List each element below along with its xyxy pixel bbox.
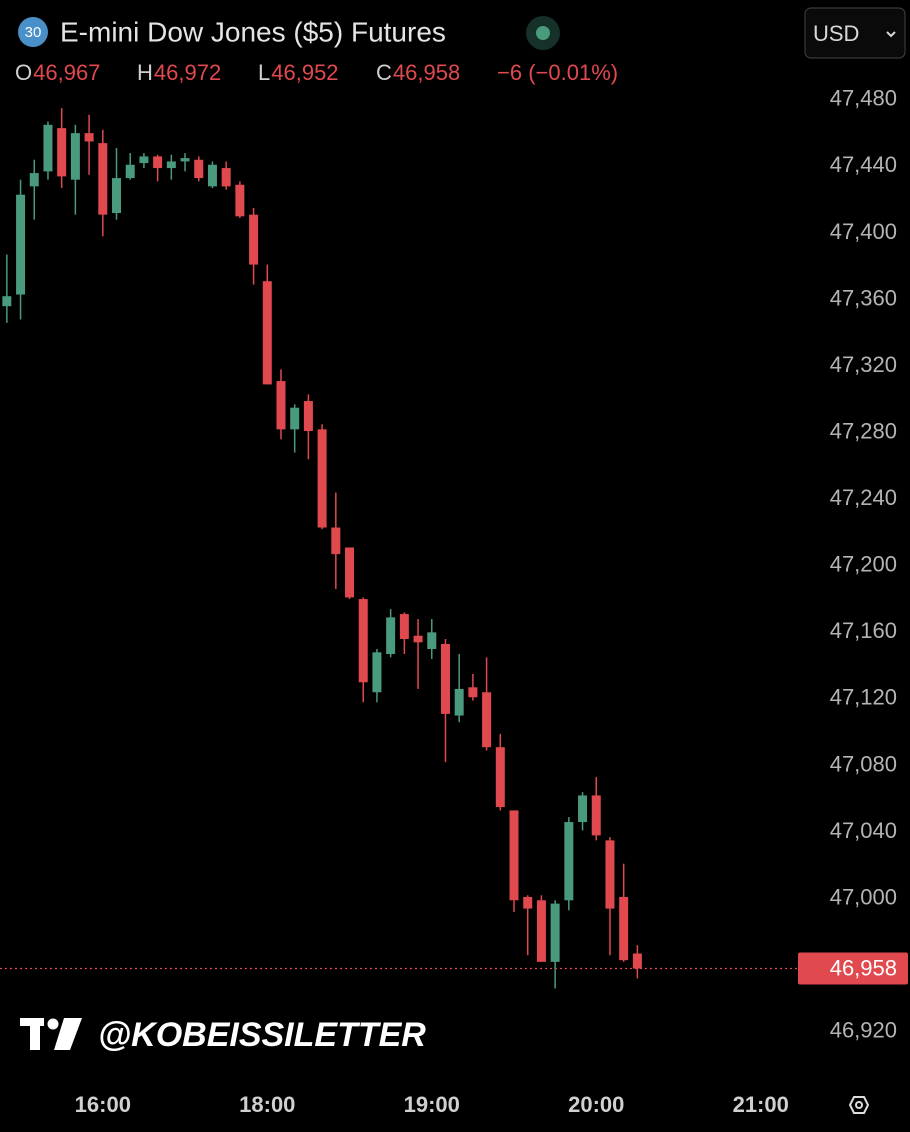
y-tick-label: 47,080: [830, 751, 897, 776]
candle-body: [372, 652, 382, 693]
ohlc-value: 46,952: [271, 60, 338, 85]
y-tick-label: 47,400: [830, 219, 897, 244]
ohlc-value: 46,958: [393, 60, 460, 85]
candle-body: [619, 896, 629, 961]
y-tick-label: 47,160: [830, 618, 897, 643]
candle-body: [605, 840, 615, 909]
ohlc-value: 46,972: [154, 60, 221, 85]
chart-title: E-mini Dow Jones ($5) Futures: [60, 16, 446, 47]
candle-body: [358, 599, 368, 683]
dropdown-chevron: [886, 31, 896, 38]
plot-area: [0, 108, 798, 989]
candle-body: [249, 214, 259, 265]
badge-text: 30: [25, 24, 42, 41]
candle-body: [207, 164, 217, 187]
candle-body: [632, 953, 642, 969]
candle-body: [262, 281, 272, 385]
candle-body: [112, 178, 122, 214]
candle-body: [2, 296, 12, 307]
candle-body: [509, 810, 519, 901]
candle-body: [221, 168, 231, 187]
candle-body: [303, 401, 313, 432]
candle-body: [57, 128, 67, 177]
candle-body: [345, 547, 355, 598]
candle-body: [235, 184, 245, 217]
candle-body: [495, 747, 505, 808]
y-tick-label: 47,240: [830, 485, 897, 510]
y-tick-label: 47,480: [830, 86, 897, 111]
y-tick-label: 47,120: [830, 685, 897, 710]
candle-body: [98, 143, 108, 215]
candle-body: [440, 644, 450, 714]
y-tick-label: 46,920: [830, 1018, 897, 1043]
candle-body: [29, 173, 39, 187]
watermark-text: @KOBEISSILETTER: [98, 1016, 426, 1054]
x-tick-label: 18:00: [239, 1092, 295, 1117]
candle-body: [386, 617, 396, 654]
settings-icon[interactable]: [848, 1096, 870, 1114]
candle-body: [331, 527, 341, 555]
candle-body: [194, 159, 204, 179]
candle-body: [399, 614, 409, 640]
candle-body: [276, 381, 286, 430]
candle-body: [153, 156, 163, 169]
x-tick-label: 19:00: [404, 1092, 460, 1117]
candle-body: [523, 896, 533, 909]
x-tick-label: 16:00: [75, 1092, 131, 1117]
y-tick-label: 47,280: [830, 418, 897, 443]
candle-body: [166, 161, 176, 169]
candle-body: [454, 688, 464, 716]
candle-body: [591, 795, 601, 836]
last-price-tag: [798, 952, 908, 985]
x-tick-label: 21:00: [733, 1092, 789, 1117]
last-price-label: 46,958: [830, 955, 897, 980]
candle-body: [180, 158, 190, 162]
y-tick-label: 47,200: [830, 552, 897, 577]
candle-body: [84, 133, 94, 142]
candle-body: [578, 795, 588, 823]
ohlc-key: L: [258, 60, 270, 85]
y-tick-label: 47,040: [830, 818, 897, 843]
ohlc-key: C: [376, 60, 392, 85]
x-tick-label: 20:00: [568, 1092, 624, 1117]
currency-select[interactable]: [804, 7, 906, 59]
badge: [18, 17, 48, 47]
candle-body: [70, 133, 80, 180]
candle-body: [482, 692, 492, 748]
ohlc-key: H: [137, 60, 153, 85]
candle-body: [564, 822, 574, 901]
candle-body: [317, 429, 327, 528]
candle-body: [468, 687, 478, 698]
y-tick-label: 47,440: [830, 152, 897, 177]
candle-body: [413, 635, 423, 643]
ohlc-key: O: [15, 60, 32, 85]
currency-label: USD: [813, 21, 859, 46]
watermark: @KOBEISSILETTER: [20, 1016, 426, 1054]
ohlc-value: 46,967: [33, 60, 100, 85]
ohlc-legend: O 46,967 H 46,972 L 46,952 C 46,958 −6 (−0.01%): [15, 60, 618, 85]
candle-body: [290, 407, 300, 430]
candle-body: [139, 156, 149, 164]
candle-body: [16, 194, 26, 295]
y-tick-label: 47,320: [830, 352, 897, 377]
status-dot: [536, 26, 550, 40]
candle-body: [43, 124, 53, 172]
candle-body: [427, 632, 437, 649]
tv-logo: [20, 1018, 82, 1050]
y-tick-label: 47,360: [830, 285, 897, 310]
candle-body: [125, 164, 135, 179]
candle-body: [550, 903, 560, 962]
ohlc-change: −6 (−0.01%): [497, 60, 618, 85]
y-tick-label: 47,000: [830, 884, 897, 909]
candle-body: [536, 900, 546, 962]
